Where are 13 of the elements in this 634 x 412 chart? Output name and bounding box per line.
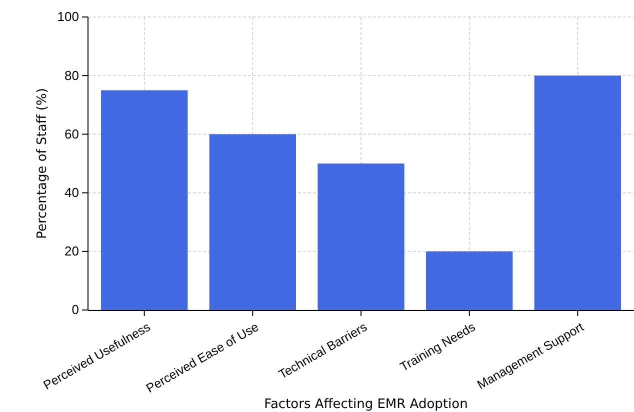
y-axis-title: Percentage of Staff (%): [35, 88, 50, 239]
y-tick-label: 20: [64, 244, 79, 259]
bar: [534, 76, 621, 310]
y-tick-label: 0: [72, 302, 79, 318]
bar: [426, 251, 513, 310]
x-axis-title: Factors Affecting EMR Adoption: [264, 397, 468, 412]
y-tick-label: 100: [57, 9, 79, 24]
y-tick-label: 80: [64, 68, 79, 83]
bar: [209, 134, 296, 310]
y-tick-label: 60: [64, 126, 79, 142]
bar: [101, 90, 188, 310]
bar: [318, 164, 404, 310]
y-tick-label: 40: [64, 184, 79, 200]
